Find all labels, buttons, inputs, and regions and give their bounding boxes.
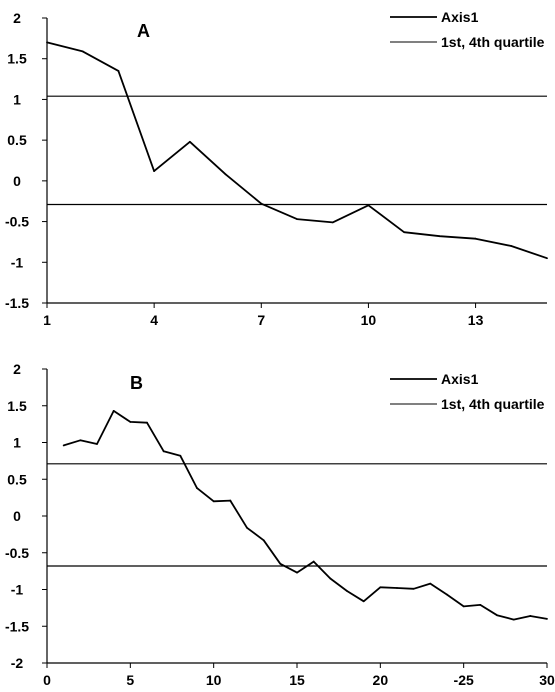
data-point <box>62 444 65 447</box>
data-point <box>162 450 165 453</box>
y-tick-label: -1 <box>11 254 24 270</box>
series-line-axis1 <box>63 409 548 621</box>
y-tick-label: -1 <box>11 582 24 598</box>
y-tick-label: 1 <box>13 91 21 107</box>
y-tick-label: 1.5 <box>7 51 27 67</box>
y-tick-label: 1.5 <box>7 398 27 414</box>
data-point <box>379 586 382 589</box>
data-point <box>438 235 441 238</box>
data-point <box>129 421 132 423</box>
x-tick-label: -25 <box>454 672 474 688</box>
data-point <box>331 221 334 224</box>
legend-label-quartile: 1st, 4th quartile <box>441 396 545 412</box>
x-tick-label: 15 <box>289 672 305 688</box>
panel-b: 2 1.5 1 0.5 0 -0.5 -1 -1.5 -2 0 5 10 15 20 -25 30 B Axis1… <box>5 361 555 688</box>
panel-label: A <box>137 21 150 41</box>
data-point <box>474 237 477 240</box>
x-tick-label: 20 <box>373 672 389 688</box>
y-tick-label: -0.5 <box>5 545 29 561</box>
data-point <box>96 443 98 445</box>
y-tick-label: 0.5 <box>7 132 27 148</box>
panel-label: B <box>130 373 143 393</box>
data-point <box>79 439 82 442</box>
y-tick-label: 2 <box>13 361 21 377</box>
data-point <box>510 245 513 247</box>
data-point <box>329 577 332 580</box>
data-point <box>229 499 232 502</box>
x-tick-label: 0 <box>43 672 51 688</box>
data-point <box>529 615 532 617</box>
data-point <box>296 218 298 221</box>
y-tick-label: -2 <box>11 655 24 671</box>
data-point <box>446 593 448 596</box>
data-point <box>224 173 227 176</box>
data-point <box>112 409 115 412</box>
data-point <box>262 539 265 542</box>
data-point <box>546 257 548 260</box>
legend-label-quartile: 1st, 4th quartile <box>441 34 545 50</box>
data-point <box>312 560 315 563</box>
data-point <box>479 604 482 606</box>
data-point <box>512 618 515 621</box>
y-tick-label: 2 <box>13 10 21 26</box>
data-point <box>396 587 398 589</box>
data-point <box>496 614 498 617</box>
data-point <box>260 202 263 205</box>
data-point <box>81 50 84 53</box>
data-point <box>403 231 406 234</box>
y-tick-label: -0.5 <box>5 214 29 230</box>
data-point <box>153 170 156 172</box>
y-tick-label: 0 <box>13 173 21 189</box>
data-point <box>296 571 298 574</box>
y-tick-label: -1.5 <box>5 618 29 634</box>
x-tick-label: 30 <box>539 672 555 688</box>
data-point <box>279 562 282 565</box>
x-tick-label: 10 <box>206 672 222 688</box>
data-point <box>346 590 348 592</box>
data-point <box>179 454 182 457</box>
x-tick-label: 4 <box>150 312 158 328</box>
x-tick-label: 1 <box>43 312 51 328</box>
y-tick-label: 0.5 <box>7 471 27 487</box>
data-point <box>196 487 198 489</box>
x-tick-label: 13 <box>468 312 484 328</box>
legend-label-axis1: Axis1 <box>441 371 479 387</box>
data-point <box>146 421 148 424</box>
data-point <box>362 600 365 603</box>
data-point <box>412 587 415 590</box>
y-tick-label: 1 <box>13 435 21 451</box>
data-point <box>462 605 465 608</box>
panel-a: 2 1.5 1 0.5 0 -0.5 -1 -1.5 1 4 7 10 13 A Axis1 1st, 4th… <box>5 9 548 328</box>
data-point <box>429 582 432 585</box>
data-point <box>367 204 370 207</box>
legend-label-axis1: Axis1 <box>441 9 479 25</box>
y-tick-label: -1.5 <box>5 295 29 311</box>
data-point <box>246 526 248 529</box>
x-tick-label: 7 <box>257 312 265 328</box>
data-point <box>546 618 548 620</box>
data-point <box>117 70 120 72</box>
data-point <box>188 140 191 143</box>
y-tick-label: 0 <box>13 508 21 524</box>
data-point <box>212 500 215 503</box>
x-tick-label: 10 <box>361 312 377 328</box>
x-tick-label: 5 <box>126 672 134 688</box>
series-line-axis1 <box>46 41 548 260</box>
data-point <box>46 41 48 44</box>
